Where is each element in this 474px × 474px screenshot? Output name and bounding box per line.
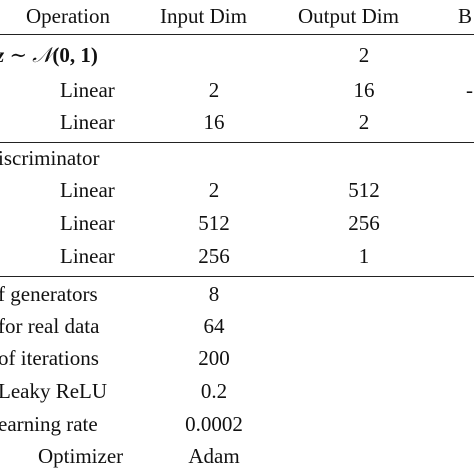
header-rule [0, 34, 474, 35]
header-output-dim: Output Dim [298, 4, 399, 28]
generator-rule [0, 142, 474, 143]
disc-row-2-op: Linear [60, 211, 115, 235]
hp-iterations-label: of iterations [0, 346, 99, 370]
discriminator-title: iscriminator [0, 146, 100, 170]
partial-column-mark: - [466, 78, 473, 102]
normal-symbol: 𝒩 [32, 43, 53, 67]
hp-generators-label: f generators [0, 282, 98, 306]
latent-symbol: z [0, 43, 4, 67]
gen-row-1-op: Linear [60, 78, 115, 102]
header-partial-column: B [458, 4, 473, 28]
latent-distribution: z ∼ 𝒩(0, 1) [0, 45, 98, 66]
disc-row-1-op: Linear [60, 178, 115, 202]
gen-row-2-op: Linear [60, 110, 115, 134]
normal-params: (0, 1) [52, 43, 98, 67]
disc-row-3-op: Linear [60, 244, 115, 268]
discriminator-rule [0, 276, 474, 277]
latent-sim: ∼ [4, 43, 33, 67]
hp-real-data-label: for real data [0, 314, 100, 338]
hp-leaky-relu-label: Leaky ReLU [0, 379, 108, 403]
hp-optimizer-label: Optimizer [38, 444, 124, 468]
hp-learning-rate-label: earning rate [0, 412, 98, 436]
header-operation: Operation [26, 4, 110, 28]
header-input-dim: Input Dim [160, 4, 247, 28]
